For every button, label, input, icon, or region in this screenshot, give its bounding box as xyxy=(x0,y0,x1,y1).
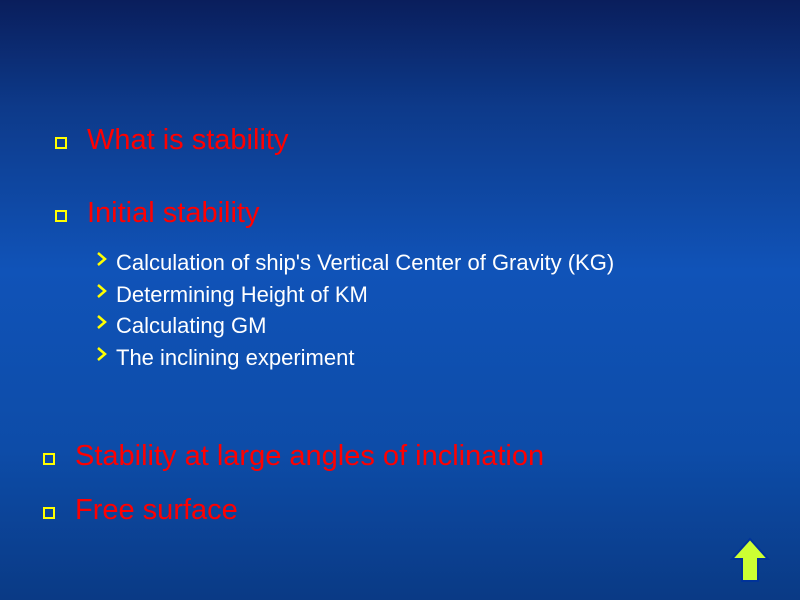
bullet-large-angles: Stability at large angles of inclination xyxy=(43,438,544,476)
chevron-right-icon xyxy=(94,314,110,330)
bullet-text: Initial stability xyxy=(87,195,259,233)
chevron-right-icon xyxy=(94,283,110,299)
sub-bullet-text: The inclining experiment xyxy=(116,343,354,373)
bullet-free-surface: Free surface xyxy=(43,492,238,530)
sub-bullet-text: Determining Height of KM xyxy=(116,280,368,310)
chevron-right-icon xyxy=(94,251,110,267)
sub-bullet-kg: Calculation of ship's Vertical Center of… xyxy=(94,248,714,278)
square-bullet-icon xyxy=(43,453,55,465)
sub-bullet-text: Calculation of ship's Vertical Center of… xyxy=(116,248,614,278)
bullet-what-is-stability: What is stability xyxy=(55,122,288,160)
sub-bullet-list: Calculation of ship's Vertical Center of… xyxy=(94,248,714,375)
square-bullet-icon xyxy=(55,210,67,222)
square-bullet-icon xyxy=(55,137,67,149)
slide-container: What is stability Initial stability Calc… xyxy=(0,0,800,600)
sub-bullet-text: Calculating GM xyxy=(116,311,266,341)
chevron-right-icon xyxy=(94,346,110,362)
square-bullet-icon xyxy=(43,507,55,519)
sub-bullet-gm: Calculating GM xyxy=(94,311,714,341)
bullet-text: Free surface xyxy=(75,492,238,530)
arrow-up-icon xyxy=(728,537,772,583)
sub-bullet-km: Determining Height of KM xyxy=(94,280,714,310)
bullet-text: What is stability xyxy=(87,122,288,160)
bullet-initial-stability: Initial stability xyxy=(55,195,259,233)
bullet-text: Stability at large angles of inclination xyxy=(75,438,544,476)
next-slide-button[interactable] xyxy=(728,537,772,588)
sub-bullet-inclining: The inclining experiment xyxy=(94,343,714,373)
